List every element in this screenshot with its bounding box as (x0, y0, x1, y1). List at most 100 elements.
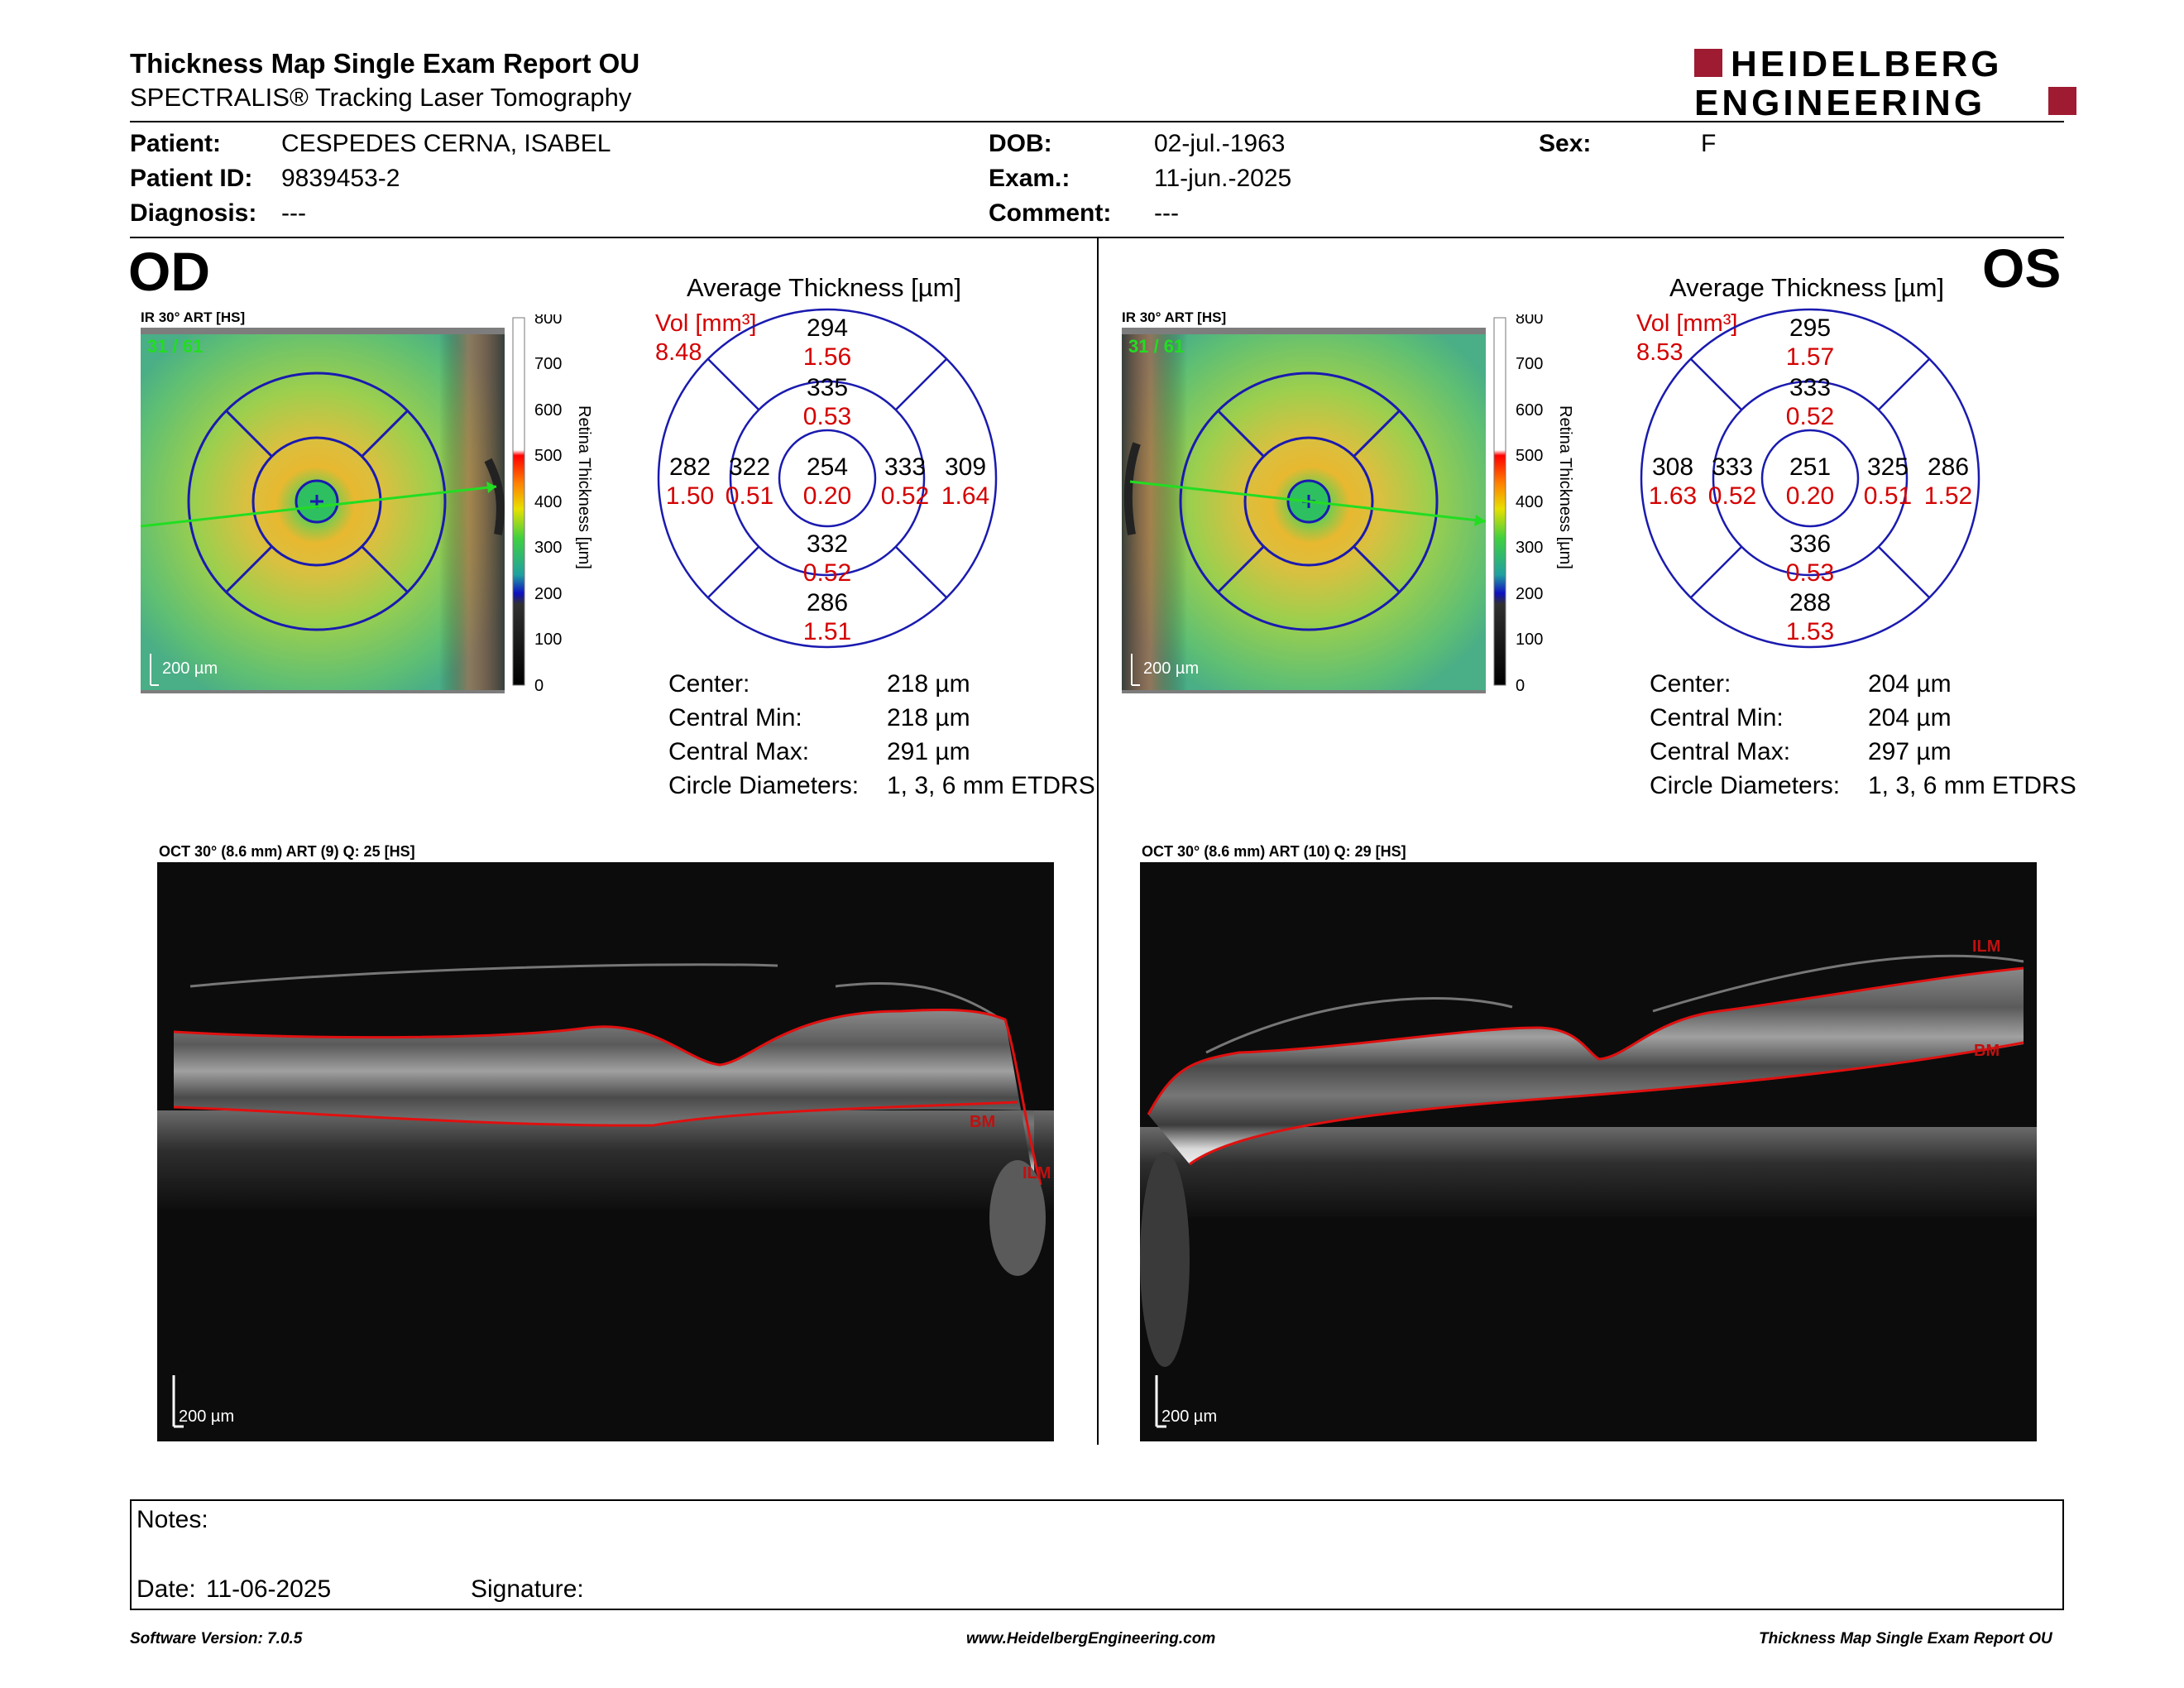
od-scan-line (141, 485, 497, 528)
od-thickness-map: 31 / 61 200 µm (141, 328, 505, 693)
os-vol-value: 8.53 (1636, 339, 1684, 366)
os-grid-middle (1712, 380, 1909, 577)
os-outer-inf-volume: 1.53 (1786, 618, 1834, 645)
os-sector-line (1216, 545, 1265, 594)
od-etdrs-grid: 294 1.56 335 0.53 254 0.20 322 0.51 333 … (657, 308, 998, 649)
od-oct-scale-label: 200 µm (179, 1407, 234, 1426)
os-scan-line (1129, 480, 1486, 523)
colorbar-tick: 600 (1516, 401, 1543, 420)
od-outer-sup-volume: 1.56 (803, 343, 851, 371)
report-subtitle: SPECTRALIS® Tracking Laser Tomography (130, 83, 632, 112)
os-circle-diameters-value: 1, 3, 6 mm ETDRS (1868, 772, 2076, 799)
exam-date: 11-jun.-2025 (1154, 165, 1292, 192)
od-outer-inf-volume: 1.51 (803, 618, 851, 645)
od-inner-sup-thickness: 335 (807, 374, 848, 401)
colorbar-tick: 200 (1516, 585, 1543, 603)
od-grid-middle (729, 380, 926, 577)
od-sector-line (224, 545, 273, 594)
eye-divider (1097, 238, 1099, 1445)
os-scale-label: 200 µm (1143, 659, 1199, 678)
od-ir-label: IR 30° ART [HS] (141, 309, 246, 325)
od-oct-bscan: BM ILM 200 µm (157, 862, 1054, 1441)
colorbar-gradient (512, 317, 525, 686)
od-optic-nerve-shadow (989, 1160, 1046, 1276)
od-circle-diameters-value: 1, 3, 6 mm ETDRS (887, 772, 1095, 799)
report-title: Thickness Map Single Exam Report OU (130, 48, 640, 79)
os-frame-counter: 31 / 61 (1128, 336, 1184, 357)
header-rule (130, 121, 2064, 122)
website-link[interactable]: www.HeidelbergEngineering.com (966, 1630, 1216, 1647)
od-sector-line (361, 545, 410, 594)
date-label: Date: (136, 1575, 196, 1603)
od-outer-left-volume: 1.50 (666, 482, 714, 510)
os-vitreous-membrane (1652, 954, 2024, 1013)
os-ilm-line (1147, 966, 2024, 1115)
os-outer-inf-thickness: 288 (1789, 589, 1831, 616)
eye-label-os: OS (1982, 237, 2062, 299)
dob-label: DOB: (989, 130, 1052, 157)
os-oct-scale-label: 200 µm (1161, 1407, 1217, 1426)
os-grid-line (1690, 358, 1742, 410)
os-disc-vessel (1123, 442, 1141, 535)
os-avg-title: Average Thickness [µm] (1669, 273, 1945, 302)
od-grid-line (895, 358, 947, 410)
diagnosis-label: Diagnosis: (130, 199, 257, 227)
od-circle-diameters-label: Circle Diameters: (668, 772, 860, 799)
os-thickness-map: 31 / 61 200 µm (1122, 328, 1486, 693)
od-inner-right-thickness: 333 (884, 453, 926, 481)
dob-value: 02-jul.-1963 (1154, 130, 1286, 157)
comment-label: Comment: (989, 199, 1112, 227)
colorbar-tick: 100 (534, 631, 562, 649)
od-bm-line (173, 1101, 1018, 1127)
os-optic-nerve-shadow (1140, 1152, 1190, 1367)
patient-rule (130, 237, 2064, 238)
colorbar-tick: 400 (1516, 493, 1543, 511)
os-inner-inf-volume: 0.53 (1786, 559, 1834, 587)
od-inner-inf-thickness: 332 (807, 530, 848, 558)
signature-label: Signature: (471, 1575, 584, 1603)
os-etdrs-grid: 295 1.57 333 0.52 251 0.20 333 0.52 325 … (1640, 308, 1980, 649)
notes-box[interactable]: Notes: Date: 11-06-2025 Signature: (130, 1499, 2064, 1610)
patient-name: CESPEDES CERNA, ISABEL (281, 130, 611, 157)
os-ir-label: IR 30° ART [HS] (1122, 309, 1227, 325)
od-central-max-label: Central Max: (668, 738, 810, 765)
eye-label-od: OD (128, 241, 210, 302)
exam-label: Exam.: (989, 165, 1070, 192)
os-inner-right-thickness: 325 (1867, 453, 1909, 481)
od-colorbar: 800 700 600 500 400 300 200 100 0 Retina… (512, 314, 593, 695)
os-outer-sup-volume: 1.57 (1786, 343, 1834, 371)
patient-label: Patient: (130, 130, 222, 157)
os-grid-line (1878, 546, 1930, 598)
logo-square-top (1694, 49, 1722, 77)
os-oct-bscan: ILM BM 200 µm (1140, 862, 2037, 1441)
colorbar-tick: 800 (534, 314, 562, 328)
od-inner-right-volume: 0.52 (881, 482, 929, 510)
os-grid-line (1878, 358, 1930, 410)
logo-line1: HEIDELBERG (1731, 46, 2002, 84)
os-circle-outer (1179, 372, 1439, 631)
os-inner-inf-thickness: 336 (1789, 530, 1831, 558)
os-oct-label: OCT 30° (8.6 mm) ART (10) Q: 29 [HS] (1142, 843, 1406, 860)
os-circle-diameters-label: Circle Diameters: (1650, 772, 1841, 799)
colorbar-tick: 400 (534, 493, 562, 511)
od-grid-line (707, 546, 759, 598)
od-center-thickness: 254 (807, 453, 848, 481)
os-outer-right-volume: 1.52 (1924, 482, 1972, 510)
date-value: 11-06-2025 (206, 1575, 332, 1603)
os-central-max-label: Central Max: (1650, 738, 1791, 765)
sex-label: Sex: (1539, 130, 1592, 157)
os-inner-right-volume: 0.51 (1864, 482, 1912, 510)
os-center-value: 204 µm (1868, 670, 1952, 698)
patient-id: 9839453-2 (281, 165, 400, 192)
os-outer-left-thickness: 308 (1652, 453, 1693, 481)
os-circle-inner (1243, 436, 1374, 567)
od-circle-inner (251, 436, 382, 567)
od-central-max-value: 291 µm (887, 738, 970, 765)
od-ilm-label: ILM (1023, 1164, 1051, 1182)
od-grid-center (778, 429, 877, 528)
colorbar-tick: 700 (534, 355, 562, 373)
os-bm-label: BM (1974, 1042, 2000, 1060)
os-sector-line (1353, 545, 1401, 594)
logo-square-bottom (2048, 87, 2076, 115)
od-outer-inf-thickness: 286 (807, 589, 848, 616)
